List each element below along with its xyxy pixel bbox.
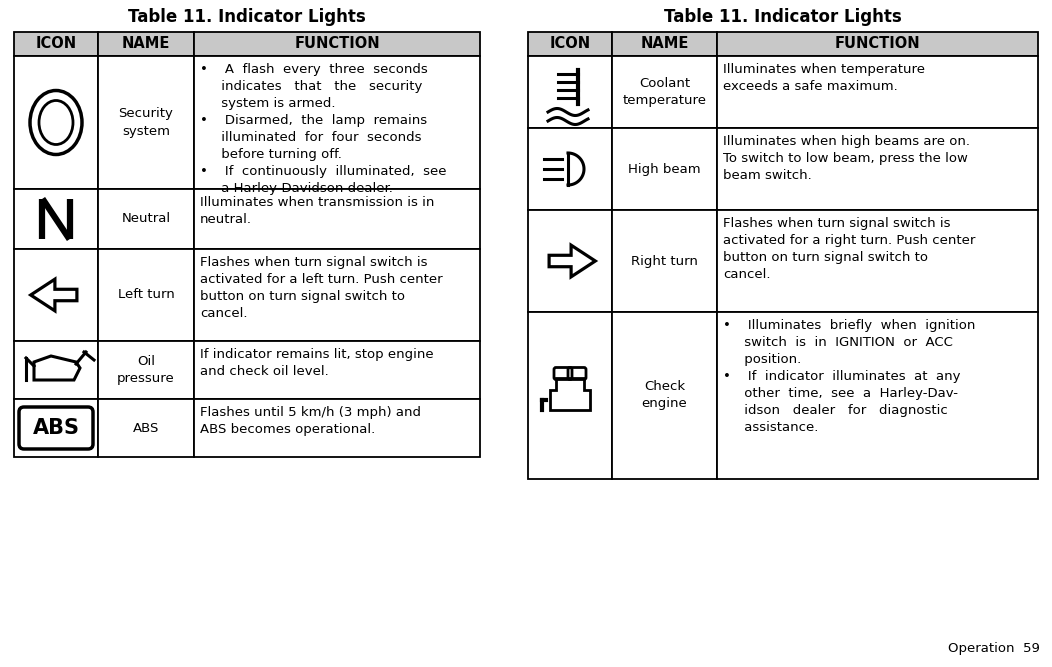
Text: Right turn: Right turn xyxy=(631,255,697,267)
Bar xyxy=(194,189,480,249)
Text: Illuminates when transmission is in
neutral.: Illuminates when transmission is in neut… xyxy=(200,196,434,226)
Text: Check
engine: Check engine xyxy=(642,380,687,410)
Bar xyxy=(612,312,717,479)
Bar xyxy=(528,32,612,56)
Bar xyxy=(14,249,98,341)
Bar xyxy=(717,312,1038,479)
Text: Coolant
temperature: Coolant temperature xyxy=(623,77,707,107)
Text: •    Illuminates  briefly  when  ignition
     switch  is  in  IGNITION  or  ACC: • Illuminates briefly when ignition swit… xyxy=(723,319,975,434)
Text: NAME: NAME xyxy=(122,37,170,51)
Text: ICON: ICON xyxy=(549,37,590,51)
Bar xyxy=(194,249,480,341)
Bar xyxy=(14,32,98,56)
Bar xyxy=(528,312,612,479)
Bar xyxy=(528,56,612,128)
Text: If indicator remains lit, stop engine
and check oil level.: If indicator remains lit, stop engine an… xyxy=(200,348,433,378)
Text: Illuminates when temperature
exceeds a safe maximum.: Illuminates when temperature exceeds a s… xyxy=(723,63,925,93)
Bar xyxy=(14,399,98,457)
Bar xyxy=(194,56,480,189)
Text: ABS: ABS xyxy=(133,422,159,434)
Text: ABS: ABS xyxy=(33,418,80,438)
Bar xyxy=(194,32,480,56)
Text: NAME: NAME xyxy=(641,37,689,51)
Text: Oil
pressure: Oil pressure xyxy=(117,355,175,385)
Bar xyxy=(528,128,612,210)
Text: Flashes when turn signal switch is
activated for a left turn. Push center
button: Flashes when turn signal switch is activ… xyxy=(200,256,443,320)
Text: ICON: ICON xyxy=(36,37,77,51)
Bar xyxy=(14,189,98,249)
Bar xyxy=(717,128,1038,210)
Bar xyxy=(612,210,717,312)
Text: FUNCTION: FUNCTION xyxy=(834,37,920,51)
Text: Operation  59: Operation 59 xyxy=(948,642,1040,655)
Text: Security
system: Security system xyxy=(119,107,174,137)
Bar xyxy=(612,128,717,210)
Text: Flashes until 5 km/h (3 mph) and
ABS becomes operational.: Flashes until 5 km/h (3 mph) and ABS bec… xyxy=(200,406,421,436)
Bar xyxy=(717,32,1038,56)
Text: High beam: High beam xyxy=(628,163,701,175)
Bar xyxy=(14,56,98,189)
Bar xyxy=(98,341,194,399)
Text: Table 11. Indicator Lights: Table 11. Indicator Lights xyxy=(128,8,366,26)
Text: Table 11. Indicator Lights: Table 11. Indicator Lights xyxy=(664,8,902,26)
Text: •    A  flash  every  three  seconds
     indicates   that   the   security
    : • A flash every three seconds indicates … xyxy=(200,63,446,195)
Bar xyxy=(98,189,194,249)
Bar xyxy=(14,341,98,399)
Bar xyxy=(98,32,194,56)
Bar xyxy=(98,249,194,341)
Bar xyxy=(717,210,1038,312)
Text: FUNCTION: FUNCTION xyxy=(295,37,380,51)
Text: Neutral: Neutral xyxy=(121,213,170,225)
Bar xyxy=(528,210,612,312)
Bar xyxy=(98,399,194,457)
Bar xyxy=(98,56,194,189)
Bar xyxy=(194,341,480,399)
Text: Flashes when turn signal switch is
activated for a right turn. Push center
butto: Flashes when turn signal switch is activ… xyxy=(723,217,975,281)
Bar xyxy=(194,399,480,457)
Bar xyxy=(612,56,717,128)
Text: Illuminates when high beams are on.
To switch to low beam, press the low
beam sw: Illuminates when high beams are on. To s… xyxy=(723,135,970,182)
Bar xyxy=(717,56,1038,128)
Text: Left turn: Left turn xyxy=(118,289,175,301)
Bar xyxy=(612,32,717,56)
